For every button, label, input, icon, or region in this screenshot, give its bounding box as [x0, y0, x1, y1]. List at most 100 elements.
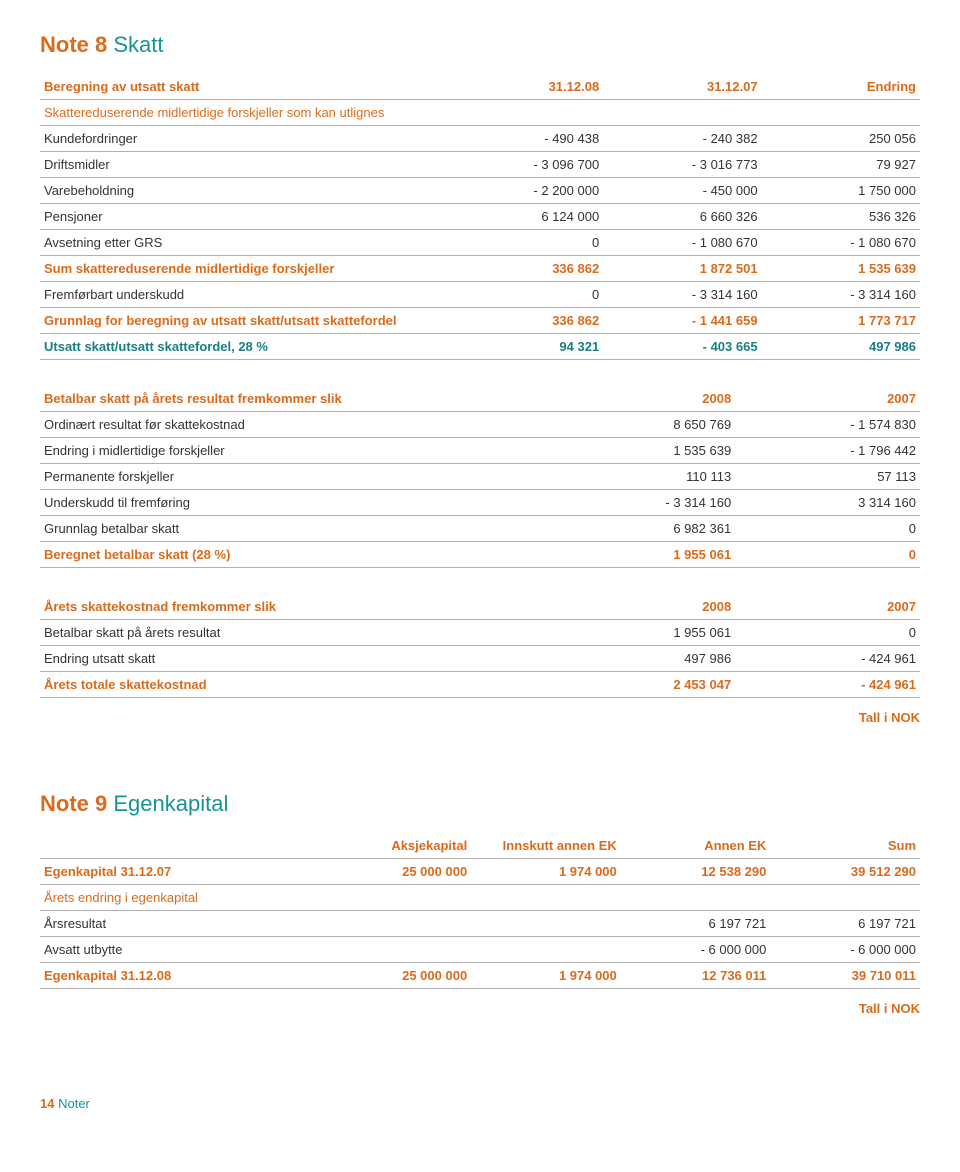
cell: Driftsmidler [40, 152, 445, 178]
t1-sum1: Sum skattereduserende midlertidige forsk… [40, 256, 920, 282]
cell: Sum skattereduserende midlertidige forsk… [40, 256, 445, 282]
t1-h1: 31.12.08 [445, 74, 603, 100]
cell: Fremførbart underskudd [40, 282, 445, 308]
cell: - 240 382 [603, 126, 761, 152]
cell: 336 862 [445, 308, 603, 334]
cell: 6 124 000 [445, 204, 603, 230]
cell: - 1 080 670 [762, 230, 920, 256]
cell: 3 314 160 [735, 490, 920, 516]
cell: Varebeholdning [40, 178, 445, 204]
cell: 0 [445, 230, 603, 256]
cell: - 424 961 [735, 672, 920, 698]
cell: - 3 016 773 [603, 152, 761, 178]
t4-openbal: Egenkapital 31.12.07 25 000 000 1 974 00… [40, 859, 920, 885]
cell: Beregnet betalbar skatt (28 %) [40, 542, 550, 568]
table-row: Driftsmidler - 3 096 700 - 3 016 773 79 … [40, 152, 920, 178]
cell: 39 512 290 [770, 859, 920, 885]
cell: 6 197 721 [770, 911, 920, 937]
cell: - 3 096 700 [445, 152, 603, 178]
t3-h0: Årets skattekostnad fremkommer slik [40, 594, 550, 620]
cell: 6 982 361 [550, 516, 735, 542]
t4-h4: Sum [770, 833, 920, 859]
cell: Utsatt skatt/utsatt skattefordel, 28 % [40, 334, 445, 360]
table-row: Avsetning etter GRS 0 - 1 080 670 - 1 08… [40, 230, 920, 256]
cell: - 450 000 [603, 178, 761, 204]
cell: Pensjoner [40, 204, 445, 230]
cell: 1 535 639 [550, 438, 735, 464]
cell: Egenkapital 31.12.08 [40, 963, 322, 989]
table-payable-tax: Betalbar skatt på årets resultat fremkom… [40, 386, 920, 568]
cell: - 3 314 160 [762, 282, 920, 308]
cell: - 6 000 000 [621, 937, 771, 963]
cell: - 1 441 659 [603, 308, 761, 334]
cell: 1 872 501 [603, 256, 761, 282]
page-footer: 14 Noter [40, 1096, 920, 1111]
t1-h0: Beregning av utsatt skatt [40, 74, 445, 100]
t4-h0 [40, 833, 322, 859]
cell: - 2 200 000 [445, 178, 603, 204]
cell: - 6 000 000 [770, 937, 920, 963]
t1-h3: Endring [762, 74, 920, 100]
table-year-tax-cost: Årets skattekostnad fremkommer slik 2008… [40, 594, 920, 698]
table-row: Varebeholdning - 2 200 000 - 450 000 1 7… [40, 178, 920, 204]
cell: 6 660 326 [603, 204, 761, 230]
table-deferred-tax: Beregning av utsatt skatt 31.12.08 31.12… [40, 74, 920, 360]
cell: Endring i midlertidige forskjeller [40, 438, 550, 464]
cell: Grunnlag betalbar skatt [40, 516, 550, 542]
t2-h1: 2008 [550, 386, 735, 412]
table-row: Kundefordringer - 490 438 - 240 382 250 … [40, 126, 920, 152]
t4-h3: Annen EK [621, 833, 771, 859]
cell: Avsatt utbytte [40, 937, 322, 963]
cell: 0 [735, 516, 920, 542]
table-row: Fremførbart underskudd 0 - 3 314 160 - 3… [40, 282, 920, 308]
cell: 12 736 011 [621, 963, 771, 989]
cell: Ordinært resultat før skattekostnad [40, 412, 550, 438]
cell: 1 535 639 [762, 256, 920, 282]
cell: Betalbar skatt på årets resultat [40, 620, 550, 646]
t2-sum: Beregnet betalbar skatt (28 %) 1 955 061… [40, 542, 920, 568]
cell: - 424 961 [735, 646, 920, 672]
cell: - 1 796 442 [735, 438, 920, 464]
cell: 94 321 [445, 334, 603, 360]
cell: Endring utsatt skatt [40, 646, 550, 672]
cell [322, 937, 472, 963]
cell: Avsetning etter GRS [40, 230, 445, 256]
cell: 1 955 061 [550, 620, 735, 646]
cell: 536 326 [762, 204, 920, 230]
note8-main: Skatt [113, 32, 163, 57]
cell: 497 986 [550, 646, 735, 672]
cell: 6 197 721 [621, 911, 771, 937]
cell: 79 927 [762, 152, 920, 178]
cell [471, 911, 621, 937]
table-row: Pensjoner 6 124 000 6 660 326 536 326 [40, 204, 920, 230]
t2-h0: Betalbar skatt på årets resultat fremkom… [40, 386, 550, 412]
table-row: Betalbar skatt på årets resultat 1 955 0… [40, 620, 920, 646]
table-row: Årsresultat 6 197 721 6 197 721 [40, 911, 920, 937]
cell: - 1 574 830 [735, 412, 920, 438]
table-row: Permanente forskjeller 110 113 57 113 [40, 464, 920, 490]
cell: 2 453 047 [550, 672, 735, 698]
table-row: Avsatt utbytte - 6 000 000 - 6 000 000 [40, 937, 920, 963]
note8-prefix: Note 8 [40, 32, 107, 57]
cell: 39 710 011 [770, 963, 920, 989]
table1-header: Beregning av utsatt skatt 31.12.08 31.12… [40, 74, 920, 100]
cell: 336 862 [445, 256, 603, 282]
note8-footer: Tall i NOK [40, 710, 920, 725]
t4-h1: Aksjekapital [322, 833, 472, 859]
t2-header: Betalbar skatt på årets resultat fremkom… [40, 386, 920, 412]
t3-h1: 2008 [550, 594, 735, 620]
cell: Underskudd til fremføring [40, 490, 550, 516]
cell: 57 113 [735, 464, 920, 490]
cell: 0 [735, 620, 920, 646]
page-section: Noter [58, 1096, 90, 1111]
note8-title: Note 8 Skatt [40, 32, 920, 58]
note9-title: Note 9 Egenkapital [40, 791, 920, 817]
t4-h2: Innskutt annen EK [471, 833, 621, 859]
t4-sub-row: Årets endring i egenkapital [40, 885, 920, 911]
cell: 1 955 061 [550, 542, 735, 568]
t1-subheader-row: Skattereduserende midlertidige forskjell… [40, 100, 920, 126]
table-row: Underskudd til fremføring - 3 314 160 3 … [40, 490, 920, 516]
note9-footer: Tall i NOK [40, 1001, 920, 1016]
cell: 25 000 000 [322, 859, 472, 885]
cell: Årsresultat [40, 911, 322, 937]
